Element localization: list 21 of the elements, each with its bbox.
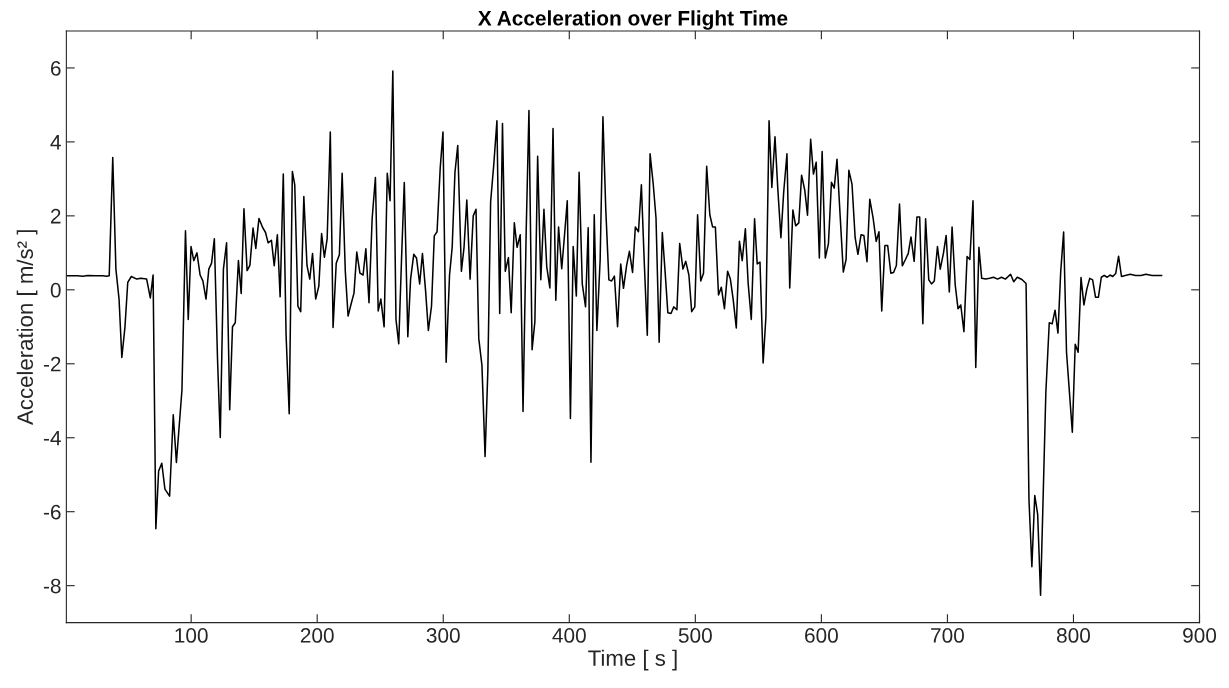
line-series (66, 70, 1163, 597)
x-tick-label: 900 (1183, 628, 1217, 643)
x-tick-label: 300 (426, 628, 460, 643)
y-tick-label: -2 (43, 356, 61, 372)
chart-title: X Acceleration over Flight Time (477, 10, 788, 30)
y-tick-label: -8 (43, 578, 61, 594)
x-tick-label: 500 (678, 628, 712, 643)
y-tick-label: 0 (50, 282, 61, 298)
x-tick-label: 100 (175, 628, 208, 643)
y-axis-title: Acceleration [ m/s² ] (16, 230, 38, 425)
y-tick-label: 6 (50, 60, 61, 76)
x-tick-label: 800 (1056, 628, 1091, 643)
y-tick-label: 4 (50, 135, 61, 150)
x-tick-label: 700 (931, 628, 964, 643)
x-tick-label: 600 (805, 628, 838, 643)
y-tick-label: -6 (43, 504, 61, 520)
y-tick-label: -4 (43, 430, 61, 446)
x-axis-title: Time [ s ] (588, 649, 677, 671)
x-tick-label: 400 (552, 628, 586, 643)
x-tick-label: 200 (300, 628, 334, 643)
y-tick-label: 2 (50, 208, 61, 224)
